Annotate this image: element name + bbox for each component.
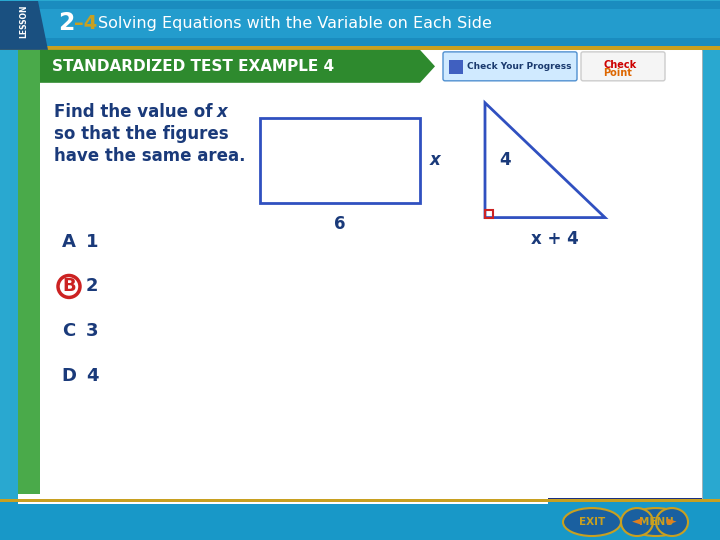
Text: x: x: [430, 151, 441, 169]
Bar: [0, 46, 720, 50]
Polygon shape: [40, 50, 435, 83]
Text: Solving Equations with the Variable on Each Side: Solving Equations with the Variable on E…: [98, 16, 492, 31]
Bar: [40, 50, 702, 502]
Text: Find the value of: Find the value of: [54, 103, 218, 121]
Text: x + 4: x + 4: [531, 230, 579, 247]
Text: D: D: [61, 367, 76, 386]
Ellipse shape: [656, 508, 688, 536]
Bar: [18, 50, 40, 502]
Bar: [0, 499, 720, 502]
Text: B: B: [62, 278, 76, 295]
Bar: [0, 502, 720, 540]
Bar: [18, 498, 702, 504]
Bar: [18, 50, 702, 502]
Text: ►: ►: [667, 516, 677, 529]
Bar: [0, 1, 720, 46]
Text: A: A: [62, 233, 76, 251]
Ellipse shape: [627, 508, 685, 536]
Ellipse shape: [563, 508, 621, 536]
Bar: [18, 494, 548, 504]
Text: –4: –4: [74, 14, 97, 33]
Text: 4: 4: [86, 367, 99, 386]
Bar: [260, 118, 420, 202]
Text: MENU: MENU: [639, 517, 673, 527]
Text: 2: 2: [86, 278, 99, 295]
Text: 3: 3: [86, 322, 99, 340]
Text: 2: 2: [58, 11, 74, 36]
Text: 4: 4: [499, 151, 510, 169]
Polygon shape: [485, 103, 605, 218]
Bar: [0, 9, 720, 38]
Text: 1: 1: [86, 233, 99, 251]
Bar: [449, 60, 463, 74]
Text: Check: Check: [603, 60, 636, 70]
Polygon shape: [0, 1, 48, 50]
Ellipse shape: [621, 508, 653, 536]
Text: LESSON: LESSON: [19, 5, 29, 38]
Text: have the same area.: have the same area.: [54, 147, 246, 165]
FancyBboxPatch shape: [443, 52, 577, 81]
Text: 6: 6: [334, 214, 346, 233]
Text: x: x: [217, 103, 228, 121]
Text: so that the figures: so that the figures: [54, 125, 229, 143]
Text: C: C: [63, 322, 76, 340]
Text: Check Your Progress: Check Your Progress: [467, 62, 572, 71]
Text: ◄: ◄: [632, 516, 642, 529]
FancyBboxPatch shape: [581, 52, 665, 81]
Text: STANDARDIZED TEST EXAMPLE 4: STANDARDIZED TEST EXAMPLE 4: [52, 59, 334, 74]
Text: Point: Point: [603, 68, 632, 78]
Text: EXIT: EXIT: [579, 517, 605, 527]
Bar: [485, 210, 493, 218]
